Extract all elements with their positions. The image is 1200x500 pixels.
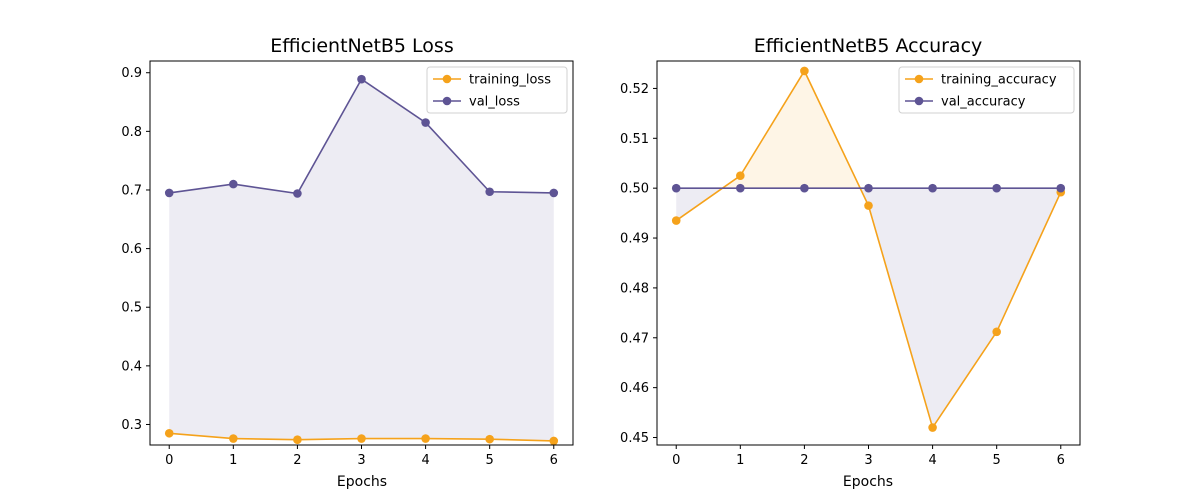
data-point-val_accuracy bbox=[1056, 183, 1066, 193]
x-tick-label: 3 bbox=[357, 453, 365, 468]
fill-between-region bbox=[361, 79, 426, 439]
x-tick-label: 6 bbox=[550, 453, 558, 468]
data-point-training_loss bbox=[164, 428, 174, 438]
y-tick-label: 0.4 bbox=[121, 359, 142, 374]
fill-between-region bbox=[425, 122, 490, 440]
legend-label-val_loss: val_loss bbox=[469, 95, 520, 110]
y-tick-label: 0.46 bbox=[620, 381, 649, 396]
y-tick-label: 0.49 bbox=[620, 232, 649, 247]
fill-between-region bbox=[489, 191, 554, 441]
fill-between-region bbox=[233, 184, 298, 440]
accuracy-chart-title: EfficientNetB5 Accuracy bbox=[754, 35, 983, 57]
y-tick-label: 0.47 bbox=[620, 331, 649, 346]
y-tick-label: 0.48 bbox=[620, 281, 649, 296]
loss-chart: EfficientNetB5 Loss 0 1 2 3 4 5 60.30.40.50.60… bbox=[121, 35, 574, 490]
legend: training_accuracy val_accuracy bbox=[898, 66, 1075, 114]
y-tick-label: 0.3 bbox=[121, 418, 142, 433]
y-tick-label: 0.45 bbox=[620, 431, 649, 446]
x-tick-label: 4 bbox=[928, 453, 936, 468]
y-tick-label: 0.5 bbox=[121, 301, 142, 316]
loss-chart-body: 0 1 2 3 4 5 6 0.3 0.4 0.5 0.6 0.7 0.8 0.9 training_los… bbox=[121, 60, 574, 468]
x-tick-label: 1 bbox=[229, 453, 237, 468]
data-point-val_loss bbox=[421, 118, 430, 127]
x-tick-label: 2 bbox=[800, 453, 808, 468]
y-tick-label: 0.8 bbox=[121, 125, 142, 140]
fill-between-region bbox=[868, 188, 933, 428]
data-point-training_loss bbox=[485, 434, 494, 444]
y-tick-label: 0.52 bbox=[620, 82, 649, 97]
data-point-val_loss bbox=[485, 187, 494, 197]
accuracy-chart: EfficientNetB5 Accuracy 0 1 2 3 4 5 60.450.460… bbox=[620, 35, 1081, 490]
y-tick-label: 0.50 bbox=[620, 182, 649, 197]
legend-swatch-marker bbox=[442, 96, 452, 106]
x-tick-label: 3 bbox=[864, 453, 872, 468]
x-tick-label: 4 bbox=[421, 453, 429, 468]
data-point-val_accuracy bbox=[992, 183, 1001, 193]
y-tick-label: 0.51 bbox=[620, 132, 649, 147]
x-tick-label: 6 bbox=[1057, 453, 1065, 468]
fill-between-region bbox=[740, 70, 805, 189]
data-point-val_accuracy bbox=[671, 183, 681, 193]
legend-label-val_accuracy: val_accuracy bbox=[941, 95, 1026, 110]
legend: training_loss val_loss bbox=[426, 66, 568, 114]
x-tick-label: 0 bbox=[672, 453, 680, 468]
data-point-val_loss bbox=[549, 188, 559, 198]
data-point-training_accuracy bbox=[928, 423, 937, 432]
data-point-training_accuracy bbox=[736, 171, 745, 180]
loss-chart-title: EfficientNetB5 Loss bbox=[270, 35, 453, 57]
data-point-training_loss bbox=[549, 436, 559, 446]
x-tick-label: 2 bbox=[293, 453, 301, 468]
x-tick-label: 0 bbox=[165, 453, 173, 468]
x-tick-label: 5 bbox=[993, 453, 1001, 468]
data-point-val_accuracy bbox=[736, 183, 745, 193]
data-point-training_loss bbox=[229, 434, 238, 443]
data-point-val_loss bbox=[229, 179, 238, 189]
legend-swatch-marker bbox=[914, 96, 924, 106]
data-point-val_loss bbox=[293, 189, 302, 198]
data-point-training_loss bbox=[421, 434, 430, 443]
y-tick-label: 0.7 bbox=[121, 183, 142, 198]
legend-swatch-marker bbox=[914, 74, 924, 84]
y-tick-label: 0.9 bbox=[121, 66, 142, 81]
x-tick-label: 1 bbox=[736, 453, 744, 468]
data-point-val_accuracy bbox=[800, 183, 809, 193]
loss-chart-xlabel: Epochs bbox=[337, 474, 387, 490]
accuracy-chart-xlabel: Epochs bbox=[843, 474, 893, 490]
fill-between-region bbox=[169, 184, 234, 439]
legend-label-training_loss: training_loss bbox=[469, 73, 551, 88]
y-tick-label: 0.6 bbox=[121, 242, 142, 257]
accuracy-chart-body: 0 1 2 3 4 5 6 0.45 0.46 0.47 0.48 0.49 0.50 0.51 0.52 t… bbox=[620, 60, 1081, 468]
data-point-training_accuracy bbox=[800, 66, 809, 76]
data-point-training_loss bbox=[293, 435, 302, 445]
data-point-val_accuracy bbox=[928, 183, 937, 193]
data-point-training_accuracy bbox=[992, 327, 1001, 337]
data-point-training_accuracy bbox=[671, 216, 681, 225]
legend-swatch-marker bbox=[442, 74, 452, 84]
data-point-training_accuracy bbox=[864, 201, 873, 210]
legend-box bbox=[898, 66, 1075, 114]
fill-between-region bbox=[297, 79, 362, 440]
fill-between-region bbox=[932, 188, 997, 428]
data-point-val_accuracy bbox=[864, 183, 873, 193]
data-point-training_loss bbox=[357, 434, 366, 443]
legend-label-training_accuracy: training_accuracy bbox=[941, 73, 1057, 88]
x-tick-label: 5 bbox=[486, 453, 494, 468]
legend-box bbox=[426, 66, 568, 114]
data-point-val_loss bbox=[357, 74, 366, 84]
data-point-val_loss bbox=[164, 188, 174, 198]
